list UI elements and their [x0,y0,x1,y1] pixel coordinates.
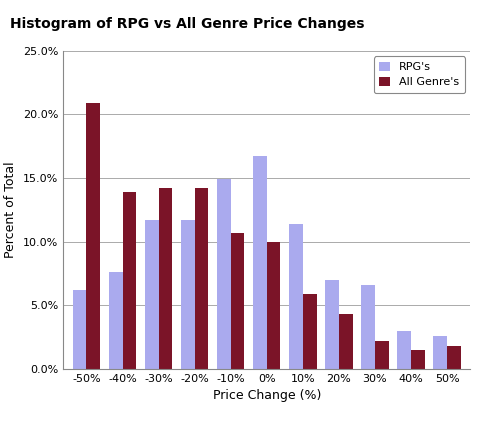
Bar [266,242,280,369]
Bar [410,350,424,369]
Bar [324,280,338,369]
Y-axis label: Percent of Total: Percent of Total [4,162,17,258]
Bar [396,331,410,369]
Bar [361,285,374,369]
Bar [302,294,316,369]
Bar [253,156,266,369]
Bar [446,346,460,369]
Bar [432,336,446,369]
Bar [86,103,100,369]
Bar [73,290,86,369]
Bar [288,224,302,369]
Bar [374,341,388,369]
Bar [145,220,158,369]
Bar [230,233,244,369]
Bar [216,179,230,369]
Bar [194,188,208,369]
Bar [181,220,194,369]
Bar [108,272,122,369]
Bar [122,192,136,369]
Legend: RPG's, All Genre's: RPG's, All Genre's [373,56,464,93]
X-axis label: Price Change (%): Price Change (%) [212,389,320,402]
Text: Histogram of RPG vs All Genre Price Changes: Histogram of RPG vs All Genre Price Chan… [10,17,363,31]
Bar [158,188,172,369]
Bar [338,314,352,369]
